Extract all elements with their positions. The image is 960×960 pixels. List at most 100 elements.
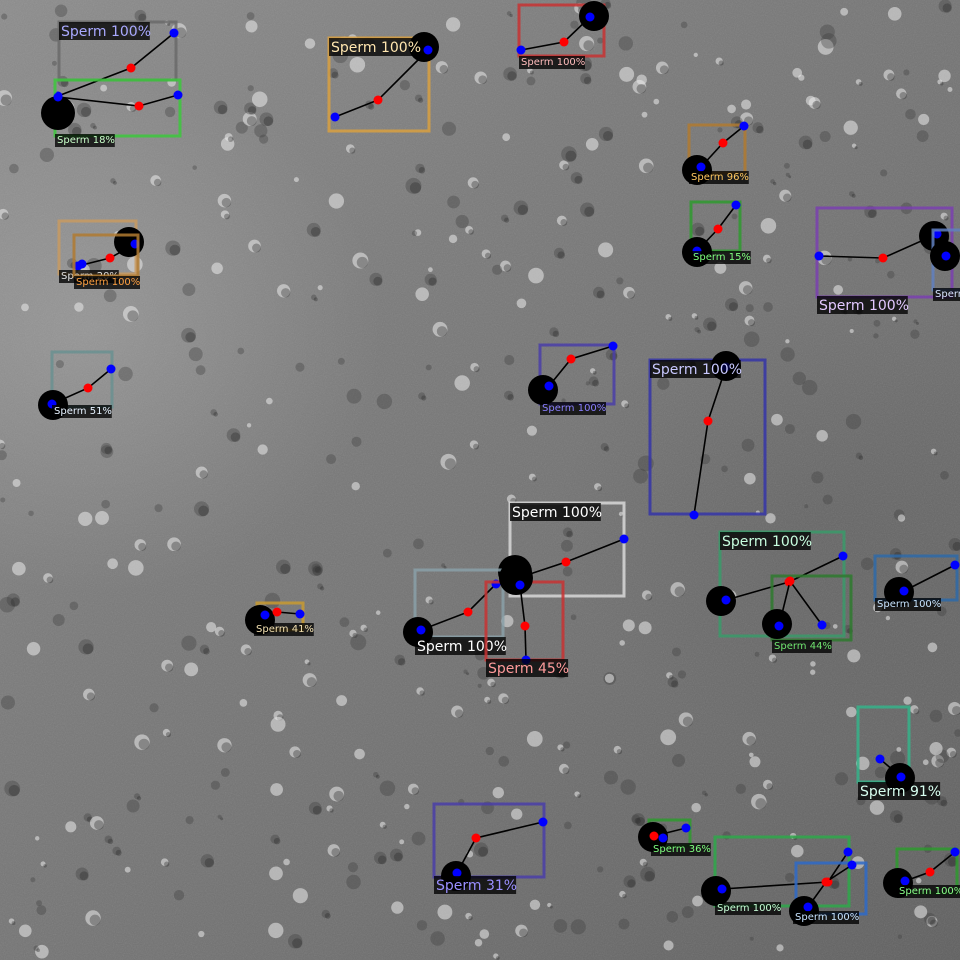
- sperm-detection: Sperm 100%: [873, 554, 960, 611]
- cell-debris-dot: [816, 430, 828, 442]
- sperm-detection: Sperm 100%: [648, 351, 767, 520]
- cell-debris-dot: [235, 121, 248, 134]
- detections: Sperm 100% Sperm 18% Sperm 100% Sperm 100% S…: [38, 1, 960, 926]
- cell-debris-shadow: [377, 855, 387, 865]
- cell-debris-dot: [100, 445, 114, 458]
- cell-debris-shadow: [113, 180, 117, 185]
- cell-debris-dot: [134, 9, 147, 22]
- cell-debris-shadow: [557, 251, 565, 259]
- cell-debris-shadow: [592, 379, 599, 387]
- skeleton-line: [879, 758, 902, 778]
- cell-debris-dot: [306, 222, 321, 237]
- cell-debris-dot: [411, 230, 418, 236]
- cell-debris-shadow: [695, 226, 705, 237]
- keypoint: [423, 45, 433, 55]
- cell-debris-dot: [727, 104, 736, 114]
- cell-debris-dot: [435, 61, 448, 74]
- label-background: [793, 911, 859, 924]
- cell-debris-dot: [744, 315, 755, 326]
- cell-debris-shadow: [624, 403, 630, 409]
- cell-debris-dot: [128, 560, 144, 576]
- cell-debris-dot: [703, 317, 717, 331]
- cell-debris-dot: [792, 67, 803, 78]
- midpiece-keypoint: [561, 557, 571, 567]
- cell-debris-dot: [632, 79, 647, 94]
- cell-debris-dot: [425, 364, 432, 371]
- midpiece-keypoint: [105, 253, 115, 263]
- cell-debris-dot: [896, 747, 902, 752]
- cell-debris-shadow: [947, 856, 958, 867]
- cell-debris-shadow: [495, 956, 500, 960]
- cell-debris-shadow: [644, 871, 655, 882]
- cell-debris-shadow: [436, 326, 448, 337]
- midpiece-keypoint: [718, 138, 728, 148]
- sperm-detection: Sperm: [930, 228, 960, 301]
- cell-debris-dot: [504, 390, 514, 400]
- cell-debris-dot: [391, 901, 404, 914]
- cell-debris-dot: [112, 846, 121, 856]
- cell-debris-shadow: [916, 322, 919, 325]
- cell-debris-shadow: [312, 805, 322, 815]
- cell-debris-dot: [598, 242, 614, 258]
- cell-debris-dot: [937, 79, 943, 85]
- cell-debris-dot: [0, 695, 15, 710]
- cell-debris-dot: [451, 705, 464, 718]
- cell-debris-shadow: [659, 65, 669, 75]
- cell-debris-dot: [725, 298, 738, 312]
- cell-debris-dot: [926, 915, 938, 927]
- cell-debris-dot: [220, 210, 230, 219]
- cell-debris-shadow: [307, 662, 311, 666]
- cell-debris-dot: [721, 465, 728, 473]
- cell-debris-dot: [304, 38, 316, 49]
- cell-debris-dot: [283, 858, 290, 866]
- cell-debris-dot: [326, 805, 333, 812]
- cell-debris-dot: [580, 202, 595, 217]
- keypoint: [950, 847, 960, 857]
- cell-debris-dot: [843, 120, 858, 135]
- keypoint: [843, 847, 853, 857]
- cell-debris-dot: [428, 267, 433, 273]
- cell-debris-dot: [633, 468, 648, 484]
- sperm-detection: Sperm 100%: [706, 530, 848, 638]
- cell-debris-shadow: [221, 742, 232, 753]
- cell-debris-dot: [354, 748, 365, 760]
- sperm-detection: Sperm 100%: [528, 341, 618, 415]
- cell-debris-dot: [247, 85, 254, 92]
- cell-debris-dot: [217, 814, 222, 819]
- cell-debris-shadow: [484, 252, 492, 259]
- cell-debris-dot: [254, 124, 268, 138]
- cell-debris-dot: [36, 905, 47, 916]
- cell-debris-dot: [477, 683, 482, 688]
- cell-debris-shadow: [171, 541, 181, 552]
- cell-debris-dot: [562, 527, 573, 537]
- cell-debris-shadow: [115, 849, 122, 856]
- cell-debris-dot: [339, 617, 350, 628]
- cell-debris-dot: [874, 766, 887, 779]
- cell-debris-shadow: [331, 847, 341, 857]
- cell-debris-shadow: [246, 116, 257, 126]
- sperm-detection: Sperm 100%: [701, 835, 853, 915]
- detection-label: Sperm 36%: [653, 844, 711, 855]
- sperm-detection: Sperm 96%: [682, 121, 749, 185]
- cell-debris-dot: [930, 448, 937, 455]
- cell-debris-dot: [55, 360, 64, 369]
- cell-debris-dot: [150, 175, 161, 186]
- cell-debris-shadow: [312, 565, 323, 576]
- label-background: [650, 360, 741, 378]
- cell-debris-dot: [570, 20, 579, 29]
- cell-debris-dot: [0, 596, 16, 613]
- cell-debris-dot: [74, 302, 84, 312]
- cell-debris-dot: [214, 626, 225, 636]
- cell-debris-dot: [663, 940, 674, 951]
- cell-debris-shadow: [220, 817, 224, 821]
- cell-debris-shadow: [718, 60, 724, 66]
- cell-debris-dot: [195, 365, 206, 376]
- keypoint: [941, 251, 951, 261]
- cell-debris-dot: [416, 920, 428, 931]
- cell-debris-dot: [641, 590, 652, 600]
- cell-debris-dot: [665, 314, 672, 320]
- cell-debris-dot: [492, 264, 503, 275]
- cell-debris-shadow: [560, 747, 565, 752]
- cell-debris-shadow: [153, 178, 162, 187]
- cell-debris-dot: [792, 371, 807, 386]
